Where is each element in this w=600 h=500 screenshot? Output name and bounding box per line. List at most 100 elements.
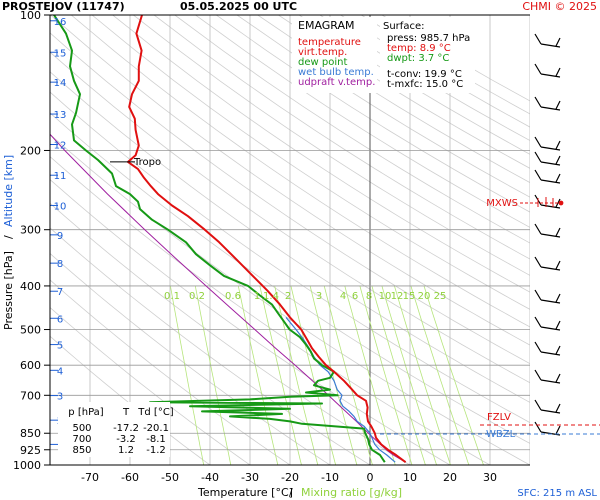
pressure-tick: 200 (20, 144, 41, 157)
wind-barb-feather (555, 425, 561, 435)
pressure-tick: 1000 (13, 459, 41, 472)
x-axis-title-2: Mixing ratio [g/kg] (301, 486, 402, 499)
wind-barb-staff (534, 151, 542, 163)
wind-barb-staff (534, 289, 542, 301)
wind-barb (534, 399, 561, 414)
wind-barb-feather (555, 320, 561, 330)
wind-barb (534, 289, 561, 304)
wind-barb-shaft (540, 179, 561, 184)
dry-adiabat (216, 15, 530, 213)
wind-barb-staff (534, 421, 542, 433)
wind-barb-staff (534, 399, 542, 411)
dry-adiabat (50, 51, 530, 384)
table-cell: 1.2 (118, 445, 134, 456)
mixing-ratio-label: 0.6 (225, 291, 241, 302)
legend-item: virt.temp. (298, 47, 347, 58)
y-axis-separator: / (2, 235, 15, 239)
wind-barb-shaft (540, 233, 561, 238)
wind-barb-shaft (540, 161, 561, 166)
pressure-tick: 600 (20, 359, 41, 372)
wind-barb-feather (555, 140, 561, 150)
surface-box (380, 17, 475, 93)
dry-adiabat (153, 15, 530, 260)
dry-adiabat (195, 15, 530, 228)
surface-tmxfc: t-mxfc: 15.0 °C (387, 79, 463, 90)
pressure-tick: 100 (20, 9, 41, 22)
altitude-tick: 14 (54, 78, 67, 89)
wind-barb (534, 33, 561, 48)
mixing-ratio-label: 25 (434, 291, 447, 302)
dry-adiabat (70, 15, 530, 328)
wind-barb-shaft (540, 351, 561, 356)
dry-adiabat (91, 15, 530, 310)
altitude-tick: 9 (57, 231, 63, 242)
wind-barb-staff (534, 136, 542, 148)
series-dew-point (53, 15, 386, 463)
mixing-ratio-label: 3 (316, 291, 322, 302)
wind-barb-feather (555, 260, 561, 270)
pressure-tick: 850 (20, 427, 41, 440)
mxws-dot (558, 200, 564, 206)
mixing-ratio-label: 0.1 (164, 291, 180, 302)
dry-adiabat (112, 15, 530, 293)
mixing-ratio-label: 8 (366, 291, 372, 302)
wind-barb (534, 63, 561, 78)
mixing-ratio-label: 1.4 (263, 291, 279, 302)
mixing-ratio-label: 1 (254, 291, 260, 302)
wind-barb-staff (534, 63, 542, 75)
wind-barb (534, 369, 561, 384)
wind-barb-feather (555, 100, 561, 110)
dry-adiabat (50, 15, 530, 346)
wind-barb-shaft (540, 146, 561, 151)
legend-item: udpraft v.temp. (298, 77, 375, 88)
mixing-ratio-label: 6 (352, 291, 358, 302)
wind-barb-staff (534, 96, 542, 108)
surface-press: press: 985.7 hPa (387, 33, 470, 44)
wind-barb (534, 223, 561, 238)
wind-barb-feather (555, 67, 561, 77)
wind-barb (534, 341, 561, 356)
sounding-series (50, 15, 407, 464)
wind-barb (534, 136, 561, 151)
wind-barb-feather (555, 403, 561, 413)
y-axis-title-2: Altitude [km] (2, 155, 15, 227)
surface-tconv: t-conv: 19.9 °C (387, 69, 462, 80)
legend-item: dew point (298, 57, 347, 68)
mixing-ratio-label: 12 (391, 291, 404, 302)
wind-barb (534, 169, 561, 184)
altitude-marks (50, 20, 58, 445)
wind-barb-feather (555, 155, 561, 165)
wbzl-label: WBZL (486, 429, 516, 440)
surface-temp: temp: 8.9 °C (387, 43, 451, 54)
wind-barb-feather (555, 293, 561, 303)
mixing-ratio-label: 4 (340, 291, 346, 302)
altitude-tick: 11 (54, 171, 67, 182)
mixing-ratio-label: 15 (403, 291, 416, 302)
altitude-tick: 6 (57, 314, 63, 325)
data-table-box (58, 402, 170, 457)
wind-barb-shaft (540, 43, 561, 48)
surface-title: Surface: (383, 21, 424, 32)
wind-barb-staff (534, 223, 542, 235)
wind-barb-feather (555, 345, 561, 355)
table-header: Td [°C] (137, 407, 174, 418)
altitude-tick: 3 (57, 392, 63, 403)
dry-adiabat (50, 71, 530, 403)
wind-barb-staff (534, 369, 542, 381)
altitude-tick: 8 (57, 259, 63, 270)
datetime-title: 05.05.2025 00 UTC (180, 0, 297, 13)
wind-barb-shaft (540, 106, 561, 111)
temperature-tick: -20 (281, 471, 299, 484)
temperature-tick: -50 (161, 471, 179, 484)
dry-adiabat (174, 15, 530, 244)
altitude-tick-labels: 12345678910111213141516 (54, 17, 67, 452)
pressure-tick: 400 (20, 280, 41, 293)
wind-barb (534, 96, 561, 111)
pressure-tick-labels: 100 200 300 400 500 600 700 850 925 1000 (13, 9, 50, 472)
temperature-tick: 20 (443, 471, 457, 484)
mixing-ratio-label: 2 (285, 291, 291, 302)
station-title: PROSTEJOV (11747) (2, 0, 125, 13)
wind-barb-staff (534, 341, 542, 353)
